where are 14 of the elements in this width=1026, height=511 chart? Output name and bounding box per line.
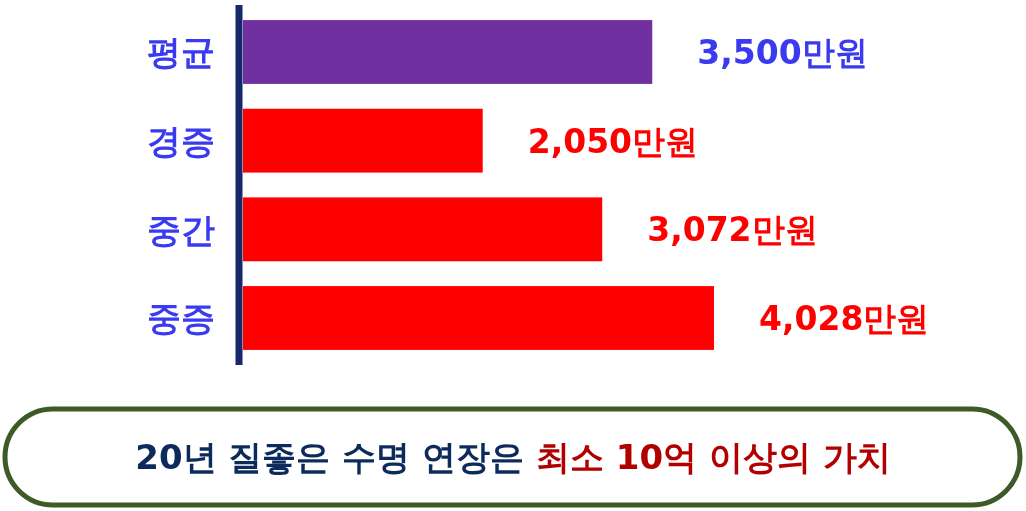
y-tick-label: 중간: [147, 209, 215, 250]
bar: [243, 197, 603, 262]
y-tick-label: 중증: [147, 298, 215, 339]
bar: [243, 20, 653, 84]
text: 20년 질좋은 수명 연장은: [135, 437, 525, 478]
bar: [243, 286, 714, 350]
data-label: 3,072만원: [647, 210, 818, 250]
y-tick-label: 평균: [147, 32, 215, 73]
data-label: 2,050만원: [527, 121, 699, 161]
text: 최소 10억 이상의 가치: [524, 437, 891, 478]
data-label: 4,028만원: [759, 298, 930, 338]
data-label: 3,500만원: [697, 32, 868, 72]
y-tick-label: 경증: [147, 120, 215, 161]
bar: [243, 108, 483, 173]
